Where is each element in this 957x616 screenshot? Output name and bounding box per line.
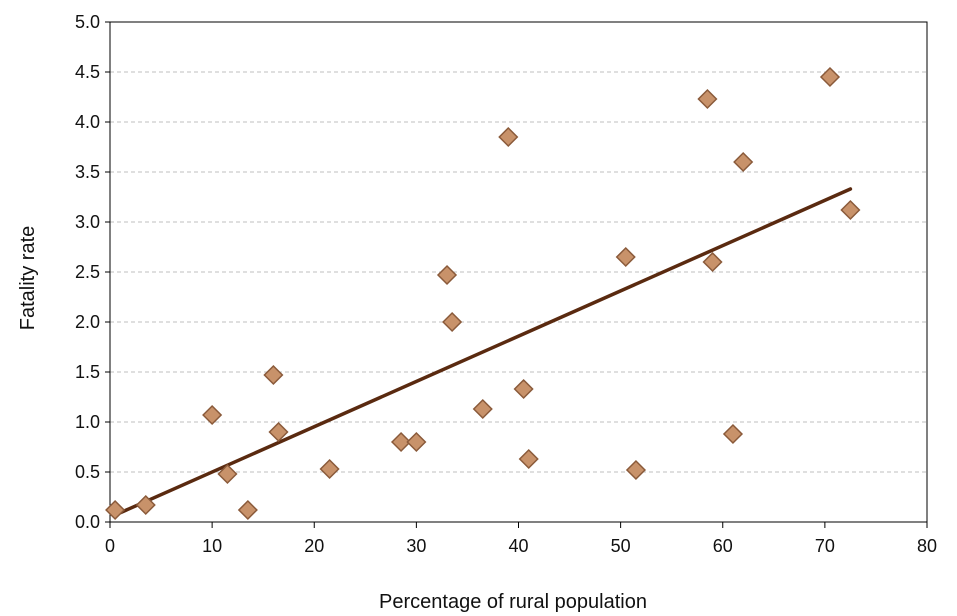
x-tick-label: 60 [713,536,733,556]
data-point [105,499,126,521]
y-tick-label: 4.0 [75,112,100,132]
data-point [268,421,289,443]
axes [105,21,928,528]
trendline-group [113,187,853,517]
y-tick-label: 0.5 [75,462,100,482]
data-point [513,378,534,400]
x-tick-labels: 0 10 20 30 40 50 60 70 80 [105,536,937,556]
y-tick-label: 3.5 [75,162,100,182]
y-tick-label: 4.5 [75,62,100,82]
data-point [472,398,493,420]
x-tick-label: 10 [202,536,222,556]
data-point [406,431,427,453]
data-point [217,463,238,485]
data-point [237,499,258,521]
data-point [442,311,463,333]
x-tick-label: 20 [304,536,324,556]
data-point [625,459,647,481]
y-tick-label: 0.0 [75,512,100,532]
x-tick-label: 0 [105,536,115,556]
data-points [105,66,861,521]
x-tick-label: 30 [406,536,426,556]
data-point [697,88,718,110]
data-point [498,126,519,148]
x-tick-label: 50 [611,536,631,556]
data-point [263,364,284,386]
y-tick-label: 3.0 [75,212,100,232]
y-tick-label: 1.0 [75,412,100,432]
y-tick-label: 2.5 [75,262,100,282]
data-point [733,151,754,173]
data-point [702,251,723,273]
x-axis-title: Percentage of rural population [379,591,647,613]
data-point [319,458,340,480]
trendline [113,187,853,517]
x-tick-label: 40 [508,536,528,556]
grid-lines [110,21,927,473]
y-axis-title: Fatality rate [17,226,39,330]
data-point [722,423,744,445]
data-point [202,404,223,426]
y-tick-labels: 0.0 0.5 1.0 1.5 2.0 2.5 3.0 3.5 4.0 4.5 5.0 [75,12,100,532]
data-point [819,66,841,88]
plot-frame [109,21,928,523]
data-point [436,264,458,286]
data-point [135,494,156,516]
y-tick-label: 5.0 [75,12,100,32]
x-tick-label: 70 [815,536,835,556]
data-point [840,199,861,221]
y-tick-label: 1.5 [75,362,100,382]
x-tick-label: 80 [917,536,937,556]
data-point [615,246,636,268]
y-tick-label: 2.0 [75,312,100,332]
data-point [390,431,412,453]
data-point [518,448,539,470]
